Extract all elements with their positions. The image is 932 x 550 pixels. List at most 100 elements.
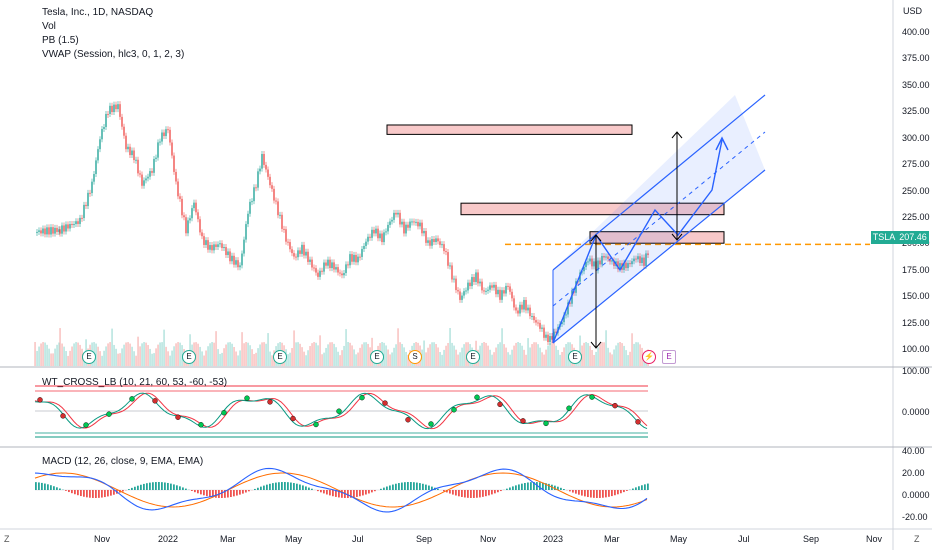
- candle-body: [167, 129, 169, 131]
- macd-histogram-bar: [596, 490, 598, 498]
- candle-body: [521, 304, 523, 310]
- candle-body: [497, 289, 499, 295]
- macd-histogram-bar: [389, 485, 391, 490]
- volume-bar: [327, 344, 329, 366]
- candle-body: [129, 146, 131, 156]
- macd-histogram-bar: [617, 490, 619, 495]
- candle-body: [477, 272, 479, 284]
- candle-body: [299, 250, 301, 254]
- price-axis-label: 300.00: [902, 132, 930, 143]
- candle-body: [227, 251, 229, 256]
- ticker-badge[interactable]: TSLA: [871, 231, 897, 244]
- volume-bar: [523, 349, 525, 366]
- candle-body: [61, 225, 63, 234]
- volume-bar: [75, 342, 77, 366]
- vwap-indicator-label[interactable]: VWAP (Session, hlc3, 0, 1, 2, 3): [42, 49, 185, 60]
- macd-histogram-bar: [338, 490, 340, 498]
- macd-histogram-bar: [428, 485, 430, 490]
- volume-bar: [563, 347, 565, 366]
- volume-bar: [311, 343, 313, 366]
- earnings-marker-icon[interactable]: E: [370, 350, 384, 364]
- macd-histogram-bar: [80, 490, 82, 497]
- wt-cross-pane-title[interactable]: WT_CROSS_LB (10, 21, 60, 53, -60, -53): [42, 377, 228, 388]
- macd-histogram-bar: [593, 490, 595, 498]
- volume-bar: [99, 351, 101, 366]
- macd-pane-title[interactable]: MACD (12, 26, close, 9, EMA, EMA): [42, 456, 204, 467]
- volume-bar: [361, 344, 363, 366]
- candle-body: [213, 244, 215, 251]
- volume-bar: [559, 354, 561, 366]
- candle-body: [585, 261, 587, 268]
- candle-body: [291, 249, 293, 254]
- candle-body: [185, 217, 187, 234]
- macd-histogram-bar: [410, 482, 412, 490]
- earnings-marker-icon[interactable]: E: [466, 350, 480, 364]
- resistance-zone: [386, 124, 633, 135]
- volume-bar: [113, 344, 115, 366]
- volume-bar: [335, 347, 337, 366]
- volume-indicator-label[interactable]: Vol: [42, 21, 56, 32]
- volume-bar: [107, 343, 109, 366]
- macd-histogram-bar: [191, 490, 193, 491]
- candle-body: [625, 262, 627, 269]
- earnings-marker-icon[interactable]: E: [568, 350, 582, 364]
- currency-label[interactable]: USD: [903, 6, 923, 16]
- split-marker-icon[interactable]: ⚡: [642, 350, 656, 364]
- candle-body: [331, 262, 333, 269]
- macd-histogram-bar: [476, 490, 478, 498]
- candle-body: [105, 113, 107, 128]
- candle-body: [259, 168, 261, 172]
- volume-bar: [533, 342, 535, 366]
- earnings-marker-icon[interactable]: E: [182, 350, 196, 364]
- symbol-title[interactable]: Tesla, Inc., 1D, NASDAQ: [42, 7, 154, 18]
- earnings-marker-icon[interactable]: E: [273, 350, 287, 364]
- macd-histogram-bar: [635, 487, 637, 490]
- candle-body: [647, 253, 649, 256]
- candle-body: [441, 244, 443, 246]
- candle-body: [143, 180, 145, 186]
- candle-body: [151, 171, 153, 173]
- macd-histogram-bar: [248, 490, 250, 492]
- candle-body: [95, 160, 97, 175]
- volume-bar: [69, 350, 71, 366]
- timezone-toggle-left[interactable]: Z: [4, 534, 10, 544]
- volume-bar: [115, 348, 117, 366]
- candle-body: [645, 253, 647, 266]
- volume-bar: [79, 344, 81, 366]
- volume-bar: [539, 347, 541, 366]
- candle-body: [607, 256, 609, 259]
- volume-bar: [71, 346, 73, 366]
- candle-body: [75, 221, 77, 225]
- candle-body: [203, 236, 205, 245]
- pb-indicator-label[interactable]: PB (1.5): [42, 35, 79, 46]
- macd-histogram-bar: [245, 490, 247, 493]
- volume-bar: [565, 343, 567, 366]
- volume-bar: [101, 355, 103, 366]
- last-price-badge[interactable]: 207.46: [897, 231, 929, 244]
- volume-bar: [207, 346, 209, 366]
- earnings-marker-icon[interactable]: E: [82, 350, 96, 364]
- volume-bar: [597, 347, 599, 366]
- volume-bar: [553, 329, 555, 366]
- volume-bar: [387, 349, 389, 366]
- candle-body: [359, 256, 361, 258]
- candle-body: [89, 192, 91, 194]
- dividend-marker-icon[interactable]: S: [408, 350, 422, 364]
- volume-bar: [235, 351, 237, 366]
- candle-body: [297, 250, 299, 258]
- macd-histogram-bar: [278, 482, 280, 490]
- candle-body: [263, 154, 265, 165]
- volume-bar: [46, 344, 48, 366]
- volume-bar: [245, 342, 247, 366]
- candle-body: [345, 264, 347, 274]
- upcoming-earnings-marker-icon[interactable]: E: [662, 350, 676, 364]
- macd-histogram-bar: [107, 490, 109, 497]
- timezone-toggle-right[interactable]: Z: [914, 534, 920, 544]
- macd-histogram-bar: [473, 490, 475, 498]
- macd-histogram-bar: [374, 490, 376, 492]
- macd-histogram-bar: [329, 490, 331, 496]
- candle-body: [535, 320, 537, 323]
- candle-body: [319, 270, 321, 277]
